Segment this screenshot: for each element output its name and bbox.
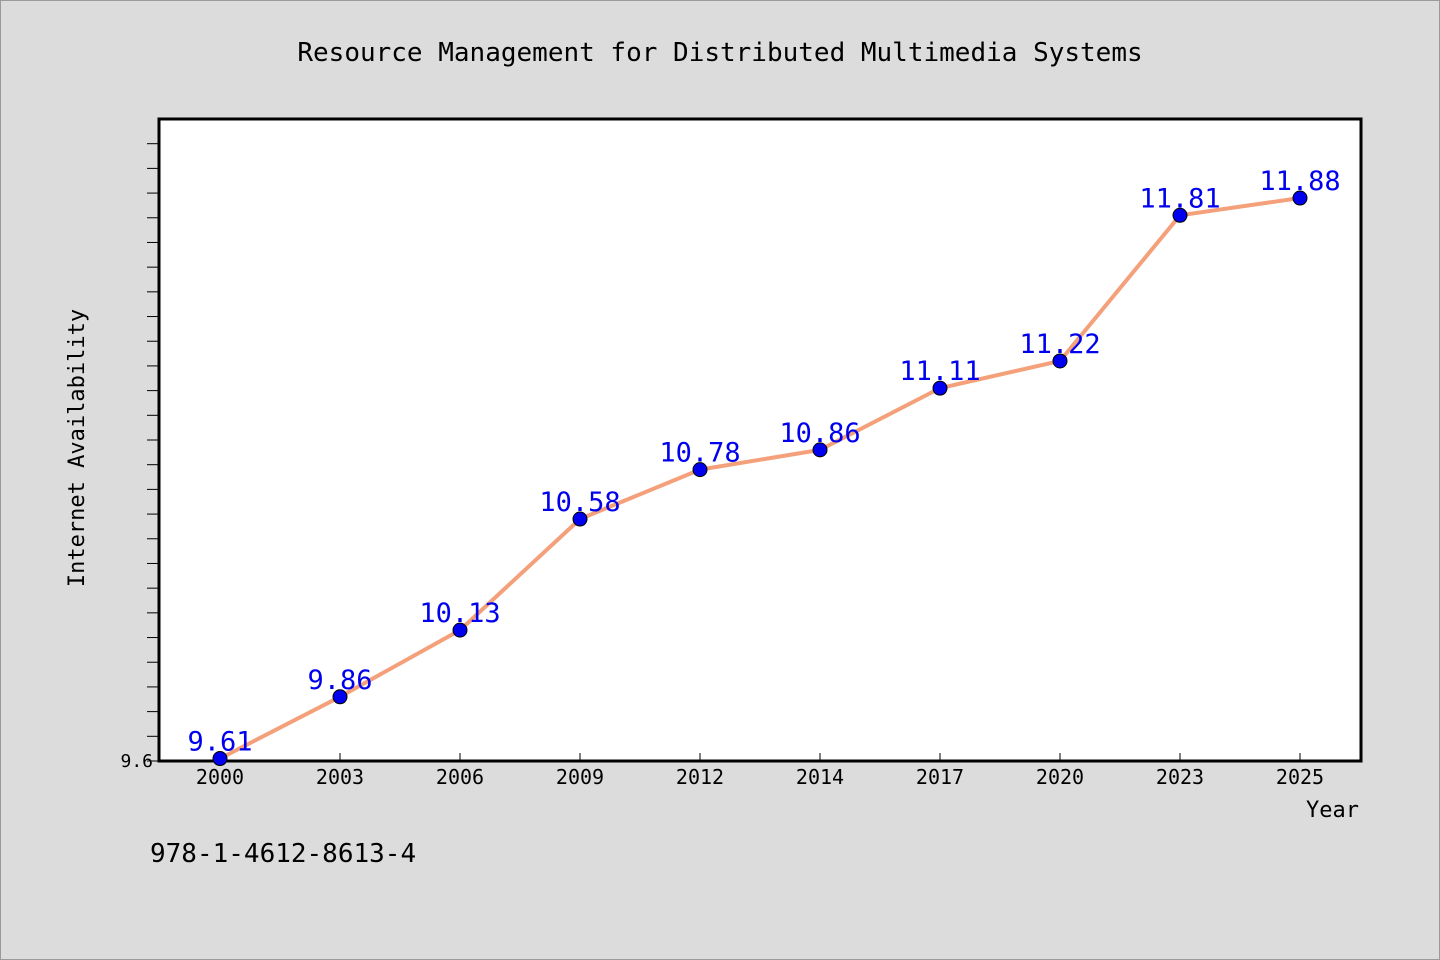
data-point [812,442,828,458]
x-axis-ticks: 2000 2003 2006 2009 2012 2014 2017 2020 2023 2025 [196,753,1324,789]
data-label: 10.78 [659,438,740,469]
data-label: 11.22 [1019,329,1100,360]
x-tick-label: 2017 [916,765,964,789]
chart-title: Resource Management for Distributed Mult… [297,38,1142,68]
x-tick-label: 2020 [1036,765,1084,789]
series-layer: 9.61 9.86 10.13 10.58 10.78 10.86 11.11 11.22 11… [187,166,1341,767]
plot-area [157,117,1363,763]
data-point [332,689,348,705]
data-point [1172,207,1188,223]
data-label: 11.88 [1259,166,1340,197]
data-label: 9.86 [307,665,372,696]
data-point [932,380,948,396]
data-point [692,462,708,478]
x-tick-label: 2003 [316,765,364,789]
y-axis-ticks: 9.6 [120,143,159,772]
data-point [1292,190,1308,206]
data-point [1052,353,1068,369]
data-point [212,751,228,767]
y-axis-label: Internet Availability [65,309,90,587]
x-tick-label: 2014 [796,765,844,789]
data-label: 11.81 [1139,183,1220,214]
data-label: 10.58 [539,487,620,518]
data-label: 10.13 [419,598,500,629]
isbn-text: 978-1-4612-8613-4 [150,839,416,869]
x-tick-label: 2012 [676,765,724,789]
x-tick-label: 2009 [556,765,604,789]
data-label: 9.61 [187,727,252,758]
y-tick-label: 9.6 [120,751,153,772]
x-tick-label: 2023 [1156,765,1204,789]
series-line [219,196,1301,761]
x-axis-label: Year [1306,798,1359,823]
data-label: 11.11 [899,356,980,387]
x-tick-label: 2025 [1276,765,1324,789]
data-label: 10.86 [779,418,860,449]
x-tick-label: 2000 [196,765,244,789]
x-tick-label: 2006 [436,765,484,789]
data-point [452,622,468,638]
data-point [572,511,588,527]
